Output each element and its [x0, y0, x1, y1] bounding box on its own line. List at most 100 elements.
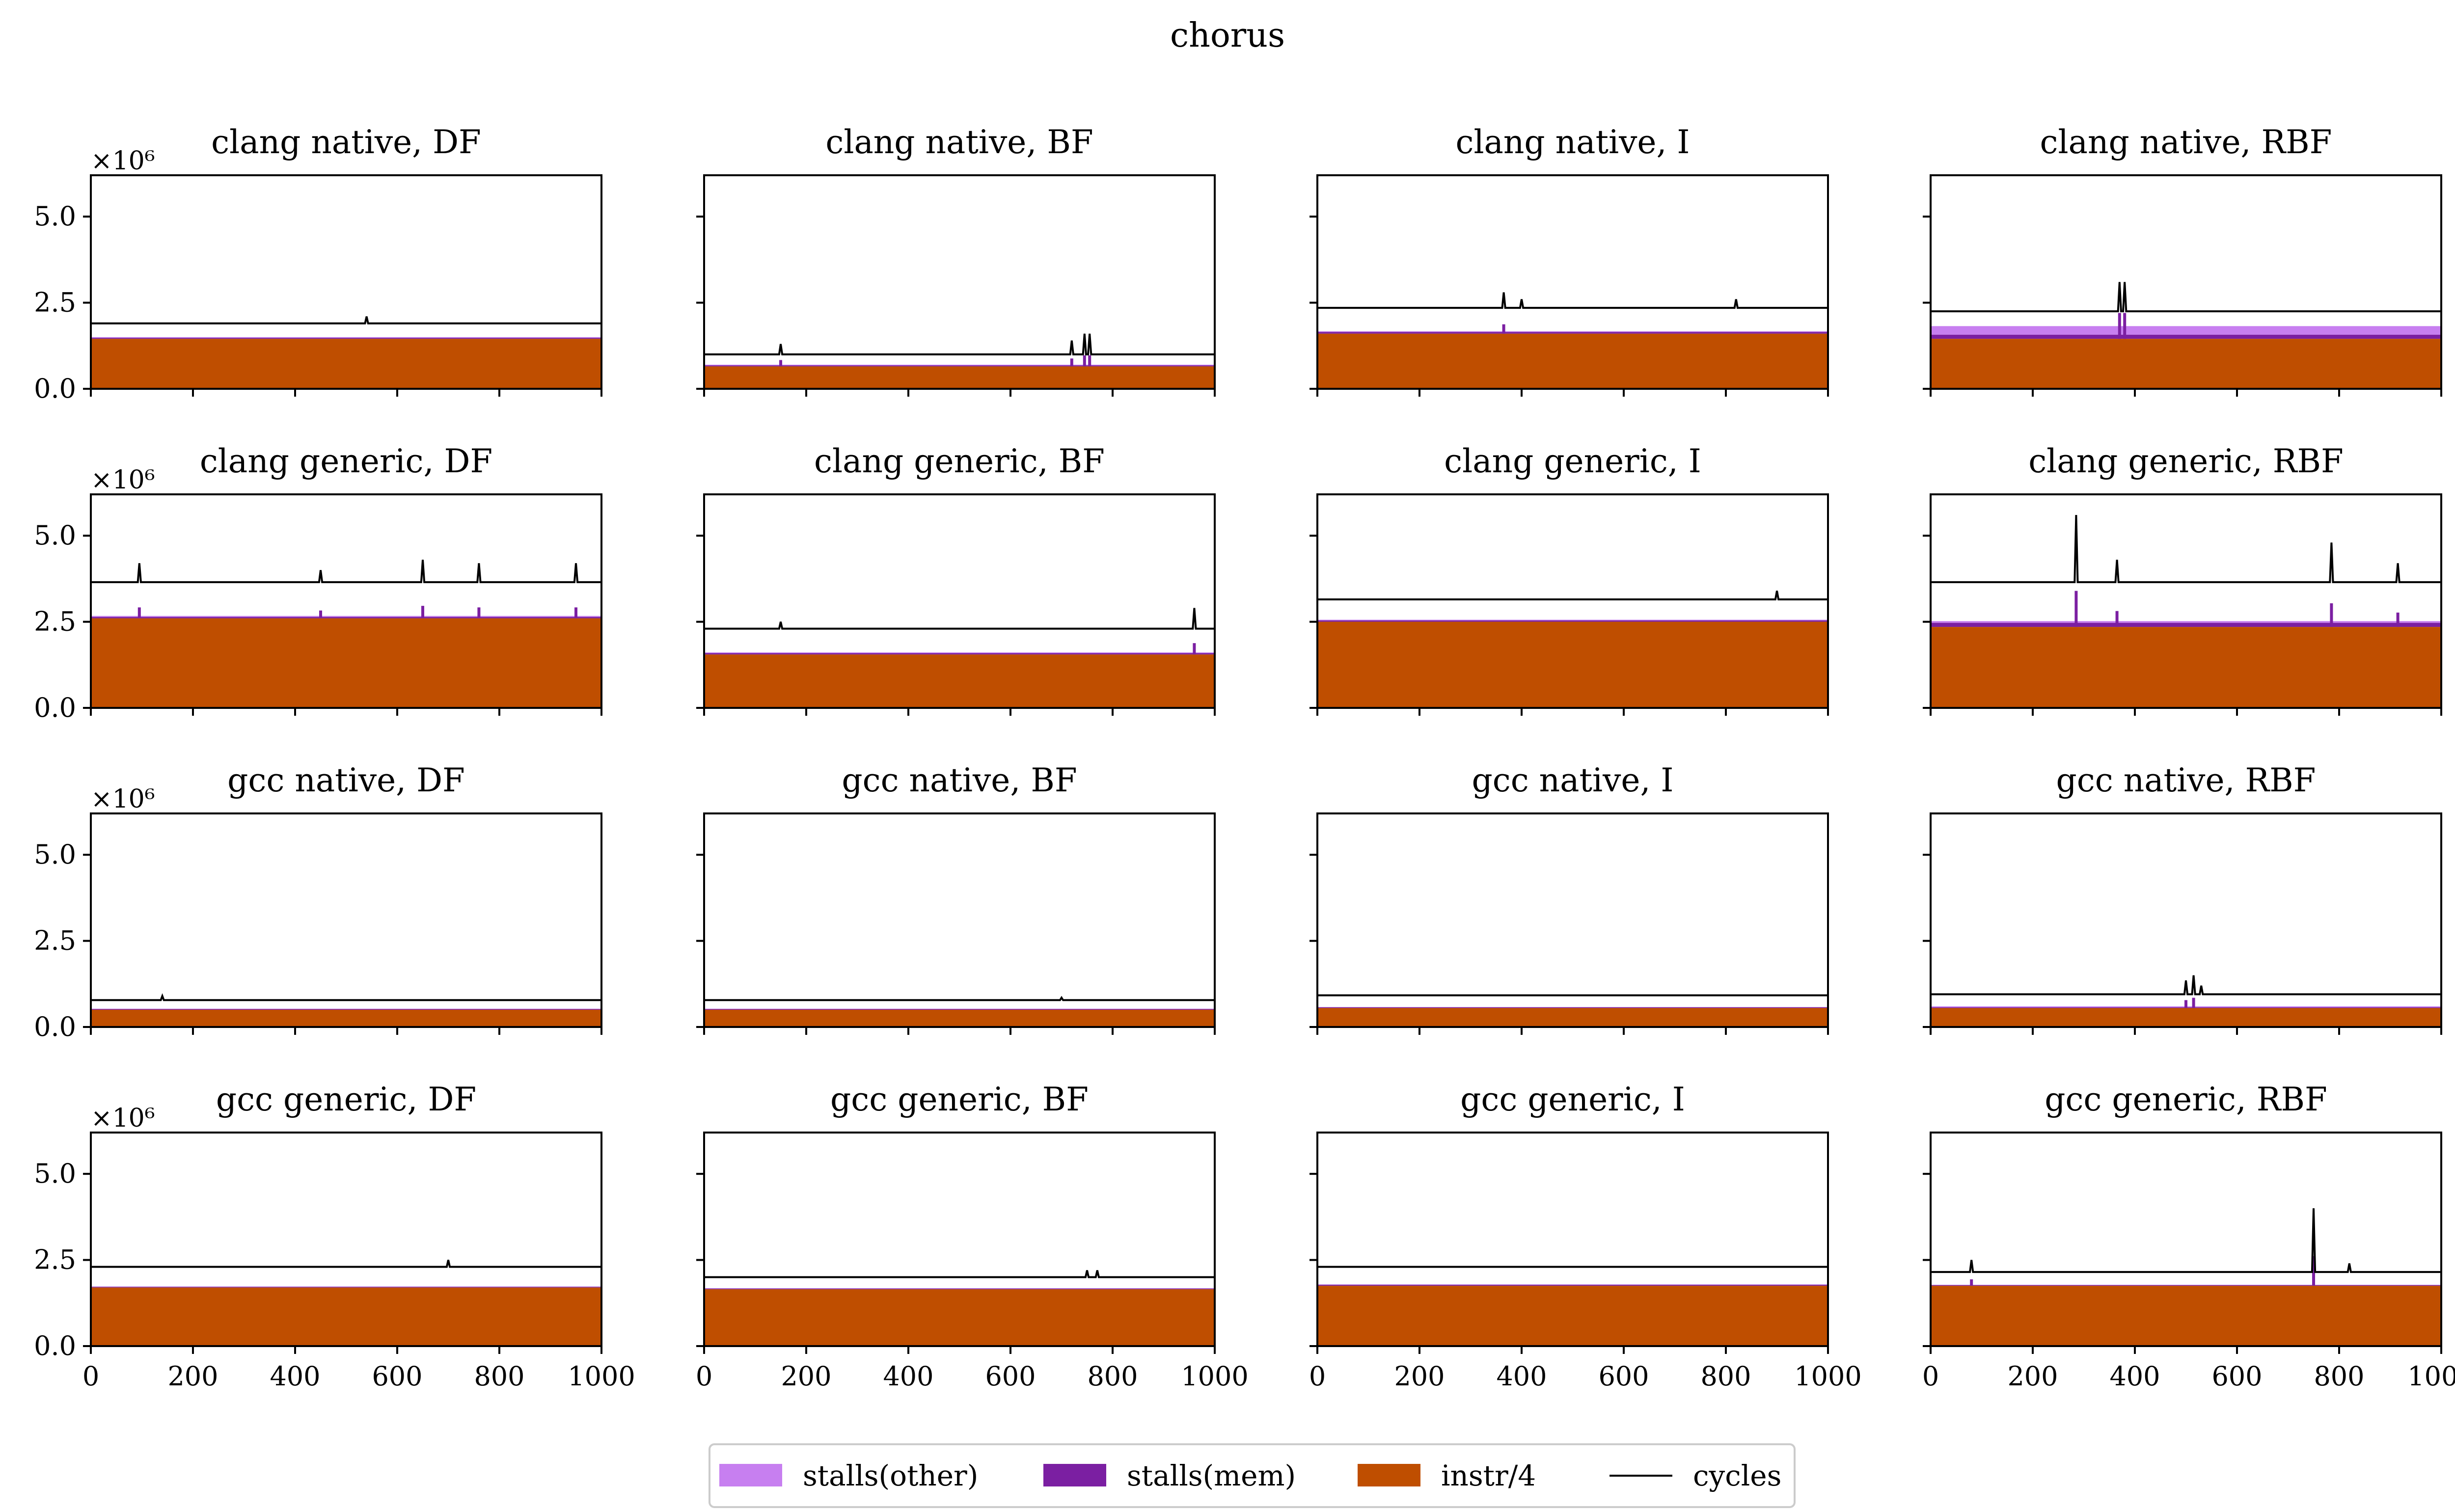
x-tick-label: 400 — [2109, 1361, 2160, 1392]
line-cycles — [704, 996, 1215, 1001]
panel-title: clang native, RBF — [2040, 123, 2332, 161]
stall-spike — [319, 610, 322, 619]
x-tick-label: 200 — [167, 1361, 218, 1392]
x-tick-label: 600 — [372, 1361, 422, 1392]
x-tick-label: 400 — [1496, 1361, 1547, 1392]
axes-frame — [1930, 174, 2442, 390]
x-tick-label: 1000 — [1181, 1361, 1248, 1392]
legend-swatch — [1358, 1464, 1420, 1486]
panel: clang native, I — [1309, 123, 1829, 397]
panel: clang generic, BF — [696, 442, 1216, 716]
stall-spike — [1502, 324, 1505, 334]
x-tick-label: 1000 — [568, 1361, 635, 1392]
line-cycles — [91, 316, 601, 324]
axes-frame — [703, 1132, 1216, 1347]
area-instr — [1931, 1008, 2441, 1027]
x-tick-label: 1000 — [1794, 1361, 1861, 1392]
stall-spike — [779, 360, 782, 367]
axes-frame — [703, 812, 1216, 1028]
stall-spike — [477, 607, 481, 619]
y-tick-label: 0.0 — [34, 692, 76, 723]
legend-label: instr/4 — [1441, 1459, 1536, 1492]
stall-spike — [2115, 611, 2119, 627]
y-tick-label: 2.5 — [34, 1244, 76, 1275]
axes-frame — [1930, 1132, 2442, 1347]
y-multiplier: ×10⁶ — [91, 465, 155, 495]
panel-title: clang generic, I — [1444, 442, 1701, 480]
panel-title: clang generic, DF — [200, 442, 492, 480]
area-instr — [1317, 333, 1828, 389]
area-stalls-mem — [1931, 334, 2441, 339]
line-cycles — [91, 993, 601, 1001]
y-tick-label: 2.5 — [34, 606, 76, 637]
area-stalls-mem — [91, 617, 601, 619]
area-instr — [1931, 1286, 2441, 1346]
line-cycles — [1317, 591, 1828, 600]
y-multiplier: ×10⁶ — [91, 146, 155, 176]
panel: clang native, BF — [696, 123, 1216, 397]
line-cycles — [704, 1270, 1215, 1278]
axes-frame — [1316, 1132, 1829, 1347]
axes-frame — [1316, 812, 1829, 1028]
y-tick-label: 2.5 — [34, 925, 76, 956]
stall-spike — [2396, 612, 2400, 627]
x-tick-label: 600 — [985, 1361, 1036, 1392]
panel-title: clang native, BF — [825, 123, 1093, 161]
area-stalls-other — [704, 652, 1215, 653]
x-tick-label: 0 — [1309, 1361, 1326, 1392]
y-tick-label: 0.0 — [34, 373, 76, 404]
area-stalls-mem — [704, 365, 1215, 367]
area-instr — [704, 366, 1215, 389]
area-stalls-other — [1317, 1284, 1828, 1285]
panel: gcc generic, RBF 0 200 400 600 800 1000 — [1922, 1080, 2455, 1392]
area-stalls-other — [1931, 326, 2441, 335]
axes-frame — [90, 812, 602, 1028]
stall-spike — [1083, 355, 1086, 367]
line-cycles — [1931, 515, 2441, 583]
stall-spike — [421, 606, 424, 619]
panels: clang native, DF0.02.55.0×10⁶ clang nativ… — [34, 123, 2455, 1392]
panel: gcc native, RBF — [1923, 761, 2442, 1035]
panel: gcc generic, DF 0.0 2.5 5.0 ×10⁶ 0 200 400 600 80… — [34, 1080, 635, 1392]
area-instr — [704, 654, 1215, 708]
y-tick-label: 5.0 — [34, 201, 76, 232]
area-stalls-mem — [1317, 620, 1828, 622]
area-instr — [1317, 1286, 1828, 1346]
stall-spike — [2192, 998, 2195, 1008]
line-cycles — [1317, 292, 1828, 309]
panel: gcc native, DF 0.0 2.5 5.0 ×10⁶ — [34, 761, 602, 1042]
stall-spike — [2184, 1000, 2187, 1008]
x-tick-label: 1000 — [2407, 1361, 2455, 1392]
stall-spike — [1193, 643, 1196, 655]
y-tick-label: 5.0 — [34, 1158, 76, 1189]
y-tick-label: 0.0 — [34, 1011, 76, 1042]
area-instr — [1317, 1008, 1828, 1027]
x-tick-label: 400 — [883, 1361, 933, 1392]
axes-frame — [703, 174, 1216, 390]
legend: stalls(other) stalls(mem) instr/4 cycles — [709, 1443, 1796, 1508]
axes-frame — [90, 174, 602, 390]
panel: clang generic, I — [1309, 442, 1829, 716]
legend-label: stalls(other) — [803, 1459, 978, 1492]
panel: gcc native, BF — [696, 761, 1216, 1035]
stall-spike — [2074, 591, 2078, 627]
area-instr — [1317, 621, 1828, 708]
stall-spike — [1970, 1279, 1973, 1286]
y-tick-label: 5.0 — [34, 520, 76, 551]
stall-spike — [574, 607, 577, 619]
line-cycles — [1931, 282, 2441, 313]
stall-spike — [2330, 603, 2333, 627]
area-stalls-mem — [1931, 1285, 2441, 1286]
figure-title: chorus — [1170, 16, 1285, 55]
panel-title: clang generic, BF — [814, 442, 1105, 480]
stall-spike — [1070, 358, 1073, 367]
area-instr — [91, 339, 601, 389]
line-cycles — [704, 608, 1215, 630]
area-stalls-mem — [1317, 1285, 1828, 1286]
panel-title: gcc generic, I — [1460, 1080, 1685, 1118]
x-tick-label: 400 — [270, 1361, 320, 1392]
x-tick-label: 800 — [2314, 1361, 2364, 1392]
area-stalls-mem — [1317, 1007, 1828, 1008]
area-instr — [1931, 627, 2441, 708]
